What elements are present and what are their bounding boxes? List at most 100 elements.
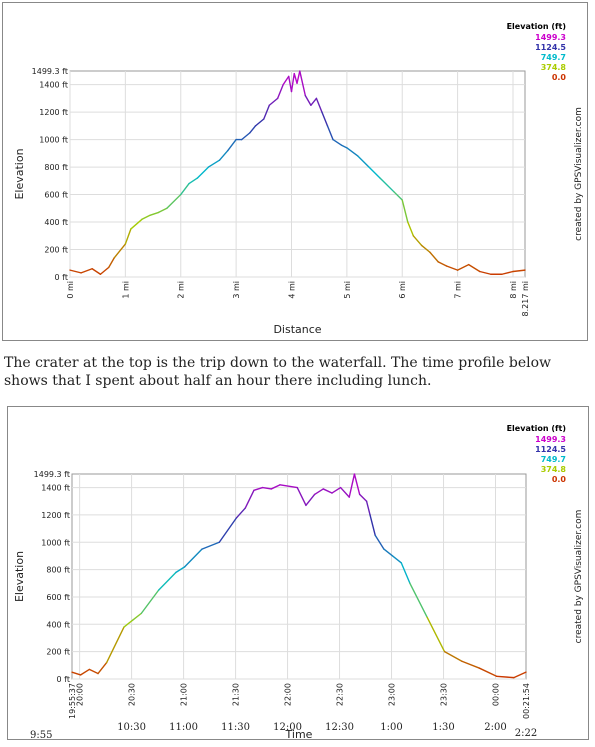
y-tick-label: 200 ft xyxy=(46,648,70,657)
series-segment xyxy=(478,667,498,677)
series-segment xyxy=(253,486,264,492)
series-segment xyxy=(99,266,110,275)
series-segment xyxy=(456,263,470,271)
x-axis-label: Time xyxy=(285,728,313,741)
y-axis-label: Elevation xyxy=(13,148,26,199)
secondary-tick-label: 1:30 xyxy=(432,722,454,733)
series-segment xyxy=(113,243,127,259)
legend-entry: 374.8 xyxy=(541,465,567,474)
series-segment xyxy=(124,228,132,245)
series-segment xyxy=(105,626,125,664)
secondary-tick-label: 12:30 xyxy=(325,722,354,733)
y-tick-label: 400 ft xyxy=(46,620,70,629)
x-tick-label: 3 mi xyxy=(232,281,241,299)
series-segment xyxy=(296,70,301,84)
series-segment xyxy=(437,261,448,267)
y-tick-label: 1400 ft xyxy=(39,81,68,90)
series-segment xyxy=(227,138,237,152)
series-segment xyxy=(348,473,356,498)
series-segment xyxy=(276,83,284,100)
series-segment xyxy=(131,612,143,621)
series-segment xyxy=(326,125,334,141)
series-segment xyxy=(412,235,423,247)
secondary-end-label: 2:22 xyxy=(515,728,537,739)
legend-entry: 1124.5 xyxy=(535,445,566,454)
series-segment xyxy=(71,671,82,676)
series-segment xyxy=(249,125,257,134)
series-segment xyxy=(88,668,99,675)
y-tick-label: 600 ft xyxy=(46,593,70,602)
x-tick-label: 23:30 xyxy=(440,683,449,706)
series-segment xyxy=(368,166,381,179)
series-segment xyxy=(339,486,350,498)
x-tick-label: 1 mi xyxy=(121,281,130,299)
series-segment xyxy=(340,144,348,149)
series-segment xyxy=(365,500,371,516)
series-segment xyxy=(183,548,203,568)
series-segment xyxy=(353,473,361,496)
series-segment xyxy=(141,214,151,220)
series-segment xyxy=(513,671,527,679)
series-segment xyxy=(379,177,395,193)
series-segment xyxy=(166,193,182,210)
x-start-label: 19:55:37 xyxy=(68,683,77,719)
series-segment xyxy=(479,270,492,275)
series-segment xyxy=(180,182,190,196)
series-segment xyxy=(401,199,409,223)
series-segment xyxy=(443,650,463,662)
y-tick-label: 400 ft xyxy=(44,218,68,227)
series-segment xyxy=(321,111,329,127)
distance-profile-chart: 0 ft 200 ft 400 ft 600 ft 800 ft 1000 ft 1200 … xyxy=(2,2,588,341)
y-tick-label: 0 ft xyxy=(55,273,68,282)
series-segment xyxy=(357,155,370,168)
series-segment xyxy=(240,132,251,141)
x-tick-label: 2 mi xyxy=(177,281,186,299)
x-tick-label: 22:00 xyxy=(284,683,293,706)
series-segment xyxy=(140,589,160,615)
secondary-start-label: 9:55 xyxy=(30,730,52,741)
series-segment xyxy=(282,75,290,86)
y-tick-label: 800 ft xyxy=(44,163,68,172)
series-segment xyxy=(254,118,265,127)
series-segment xyxy=(315,97,323,113)
x-tick-label: 0 mi xyxy=(66,281,75,299)
series-segment xyxy=(512,269,526,273)
plot-area xyxy=(71,473,527,680)
series-segment xyxy=(296,486,307,507)
y-max-label: 1499.3 ft xyxy=(32,67,68,76)
series-segment xyxy=(218,516,238,543)
series-segment xyxy=(201,541,220,550)
series-segment xyxy=(400,562,411,584)
legend-title: Elevation (ft) xyxy=(507,22,566,31)
series-segment xyxy=(130,218,143,230)
caption: The crater at the top is the trip down t… xyxy=(4,355,552,389)
x-end-label: 8.217 mi xyxy=(521,281,530,316)
x-tick-label: 5 mi xyxy=(343,281,352,299)
series-segment xyxy=(69,269,82,274)
x-tick-label: 23:00 xyxy=(388,683,397,706)
legend-entry: 1499.3 xyxy=(535,33,566,42)
x-tick-label: 7 mi xyxy=(454,281,463,299)
y-axis-label: Elevation xyxy=(13,551,26,602)
series-segment xyxy=(91,268,102,275)
secondary-tick-label: 2:00 xyxy=(484,722,506,733)
series-segment xyxy=(207,159,221,168)
series-segment xyxy=(461,660,480,669)
series-segment xyxy=(261,486,272,490)
series-segment xyxy=(407,221,415,237)
series-segment xyxy=(97,661,108,675)
x-tick-label: 22:30 xyxy=(336,683,345,706)
x-tick-label: 8 mi xyxy=(509,281,518,299)
series-segment xyxy=(313,488,324,496)
series-segment xyxy=(358,493,368,502)
secondary-tick-label: 10:30 xyxy=(117,722,146,733)
series-segment xyxy=(196,166,210,179)
series-segment xyxy=(299,70,307,97)
y-max-label: 1499.3 ft xyxy=(34,470,70,479)
series-segment xyxy=(322,488,333,494)
series-segment xyxy=(79,668,91,676)
y-tick-label: 200 ft xyxy=(44,246,68,255)
legend-entry: 1499.3 xyxy=(535,435,566,444)
series-segment xyxy=(235,507,246,519)
series-segment xyxy=(332,138,343,146)
